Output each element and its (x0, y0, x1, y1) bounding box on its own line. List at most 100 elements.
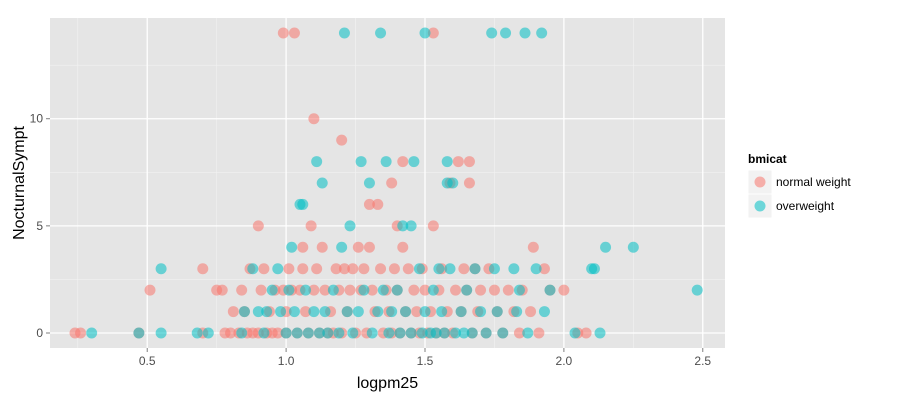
point-overweight (538, 306, 550, 318)
point-normal-weight (344, 284, 356, 296)
point-overweight (569, 327, 581, 339)
legend-label: overweight (776, 199, 835, 213)
point-overweight (308, 306, 320, 318)
point-normal-weight (419, 284, 431, 296)
point-normal-weight (488, 284, 500, 296)
point-overweight (347, 327, 359, 339)
point-normal-weight (358, 263, 370, 275)
point-overweight (394, 327, 406, 339)
point-normal-weight (75, 327, 87, 339)
point-normal-weight (502, 284, 514, 296)
point-overweight (416, 327, 428, 339)
point-overweight (491, 306, 503, 318)
point-normal-weight (288, 27, 300, 39)
point-overweight (408, 156, 420, 168)
point-overweight (405, 220, 417, 232)
point-overweight (391, 284, 403, 296)
point-normal-weight (408, 284, 420, 296)
point-normal-weight (372, 198, 384, 210)
point-overweight (419, 27, 431, 39)
point-normal-weight (525, 306, 537, 318)
point-normal-weight (363, 241, 375, 253)
point-overweight (497, 327, 509, 339)
point-overweight (155, 263, 167, 275)
point-overweight (486, 27, 498, 39)
point-overweight (480, 327, 492, 339)
point-overweight (627, 241, 639, 253)
x-tick-label: 2.5 (694, 354, 711, 368)
point-normal-weight (330, 263, 342, 275)
point-overweight (513, 284, 525, 296)
point-overweight (500, 27, 512, 39)
point-overweight (469, 263, 481, 275)
point-overweight (536, 27, 548, 39)
point-overweight (413, 263, 425, 275)
point-overweight (275, 306, 287, 318)
point-normal-weight (216, 284, 228, 296)
point-normal-weight (236, 284, 248, 296)
y-tick-label: 10 (30, 112, 44, 126)
point-overweight (297, 198, 309, 210)
legend-title: bmicat (748, 152, 787, 166)
point-normal-weight (255, 284, 267, 296)
point-overweight (405, 327, 417, 339)
point-normal-weight (225, 327, 237, 339)
point-overweight (419, 306, 431, 318)
point-overweight (266, 284, 278, 296)
x-tick-label: 1.0 (278, 354, 295, 368)
point-normal-weight (527, 241, 539, 253)
point-overweight (522, 327, 534, 339)
point-overweight (383, 327, 395, 339)
point-overweight (461, 284, 473, 296)
point-normal-weight (336, 134, 348, 146)
point-overweight (386, 306, 398, 318)
point-normal-weight (316, 241, 328, 253)
y-axis-title: NocturnalSympt (11, 126, 28, 240)
point-overweight (366, 327, 378, 339)
point-normal-weight (386, 177, 398, 189)
point-overweight (519, 27, 531, 39)
point-overweight (316, 177, 328, 189)
point-normal-weight (452, 156, 464, 168)
point-overweight (155, 327, 167, 339)
y-axis: 0 5 10 (30, 112, 50, 340)
point-overweight (438, 327, 450, 339)
point-overweight (258, 327, 270, 339)
point-overweight (444, 263, 456, 275)
point-overweight (283, 284, 295, 296)
x-axis: 0.5 1.0 1.5 2.0 2.5 (139, 348, 711, 368)
point-overweight (322, 327, 334, 339)
point-normal-weight (319, 284, 331, 296)
point-overweight (272, 263, 284, 275)
point-overweight (336, 241, 348, 253)
point-overweight (455, 306, 467, 318)
point-normal-weight (397, 156, 409, 168)
point-normal-weight (580, 327, 592, 339)
legend-items: normal weight overweight (747, 169, 851, 219)
point-overweight (450, 327, 462, 339)
point-overweight (458, 327, 470, 339)
point-overweight (441, 156, 453, 168)
point-overweight (400, 306, 412, 318)
point-overweight (302, 327, 314, 339)
point-normal-weight (366, 284, 378, 296)
point-normal-weight (475, 284, 487, 296)
legend-swatch (754, 200, 766, 212)
point-normal-weight (533, 327, 545, 339)
point-overweight (475, 306, 487, 318)
point-normal-weight (283, 263, 295, 275)
point-normal-weight (458, 263, 470, 275)
point-overweight (338, 27, 350, 39)
point-overweight (466, 327, 478, 339)
x-tick-label: 1.5 (417, 354, 434, 368)
data-points (69, 27, 703, 339)
point-overweight (427, 284, 439, 296)
point-normal-weight (352, 241, 364, 253)
point-overweight (363, 177, 375, 189)
point-overweight (247, 263, 259, 275)
point-overweight (352, 306, 364, 318)
point-overweight (311, 156, 323, 168)
point-overweight (333, 327, 345, 339)
